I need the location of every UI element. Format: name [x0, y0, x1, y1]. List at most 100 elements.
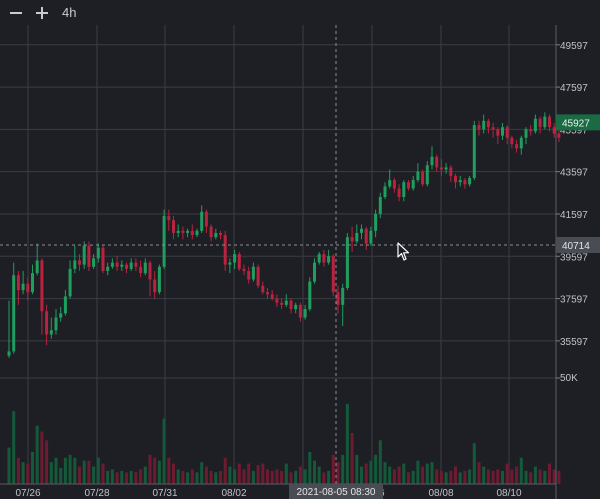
candle-body [195, 230, 199, 236]
candle-body [176, 230, 180, 233]
volume-bar [139, 469, 143, 484]
candle-body [425, 165, 429, 185]
volume-bar [383, 462, 387, 484]
volume-bar [237, 463, 241, 484]
volume-bar [106, 470, 110, 484]
volume-bar [73, 457, 77, 484]
volume-bar [463, 470, 467, 484]
candle-body [63, 296, 67, 314]
volume-bar [153, 457, 157, 484]
candle-body [463, 180, 467, 185]
volume-bar [54, 457, 58, 484]
volume-bar [110, 469, 114, 484]
last-price-label: 45927 [562, 118, 590, 129]
crosshair-price-label: 40714 [562, 241, 590, 252]
candle-body [543, 116, 547, 128]
volume-bar [444, 472, 448, 484]
candle-body [458, 180, 462, 183]
candle-body [454, 175, 457, 183]
candle-body [439, 167, 443, 170]
price-tick-label: 49597 [560, 41, 588, 52]
crosshair-price-tag [556, 237, 600, 253]
volume-bar [397, 466, 401, 484]
volume-bar [308, 451, 312, 484]
candle-body [477, 125, 481, 130]
candle-body [186, 230, 190, 233]
volume-bar [96, 457, 100, 484]
volume-bar [214, 472, 218, 484]
candle-body [134, 262, 138, 267]
volume-bar [247, 463, 251, 484]
volume-bar [101, 463, 105, 484]
candle-body [78, 260, 81, 265]
volume-bar [496, 469, 500, 484]
candle-body [204, 211, 208, 227]
volume-bar [407, 472, 410, 484]
volume-bar [548, 463, 551, 484]
volume-bar [21, 462, 25, 484]
volume-bars [7, 403, 561, 484]
candle-body [548, 116, 551, 128]
candle-body [280, 302, 284, 305]
candle-body [209, 226, 213, 238]
volume-bar [486, 469, 490, 484]
mouse-cursor-icon [397, 242, 410, 261]
volume-bar [195, 472, 199, 484]
price-tick-label: 39597 [560, 252, 588, 263]
candle-body [54, 317, 58, 331]
candle-body [317, 254, 321, 263]
candle-body [101, 247, 105, 272]
candle-body [552, 127, 556, 134]
candle-body [139, 266, 143, 274]
candle-body [270, 294, 274, 299]
volume-bar [280, 470, 284, 484]
candle-body [110, 262, 114, 267]
candle-body [242, 268, 246, 272]
volume-bar [421, 466, 425, 484]
volume-bar [439, 470, 443, 484]
volume-bar [143, 466, 147, 484]
candle-body [435, 156, 439, 168]
volume-bar [16, 457, 20, 484]
candle-body [153, 279, 157, 293]
candle-body [31, 273, 34, 293]
candle-body [388, 180, 392, 187]
chart-toolbar: 4h [0, 0, 562, 25]
candle-body [524, 129, 528, 138]
candle-body [355, 232, 359, 242]
candle-body [383, 186, 387, 197]
zoom-in-button[interactable] [32, 3, 52, 23]
candle-body [181, 230, 185, 233]
candle-body [472, 125, 476, 178]
volume-bar [298, 466, 302, 484]
candle-body [322, 254, 326, 263]
zoom-out-button[interactable] [6, 3, 26, 23]
candle-body [214, 232, 218, 238]
candle-body [92, 258, 96, 267]
candle-body [21, 283, 25, 291]
volume-bar [529, 472, 533, 484]
volume-bar [157, 460, 161, 484]
candle-body [275, 298, 279, 303]
volume-bar [416, 460, 420, 484]
volume-bar [374, 454, 378, 484]
volume-bar [162, 418, 166, 484]
volume-bar [270, 470, 274, 484]
volume-bar [501, 470, 504, 484]
candle-body [233, 254, 237, 263]
volume-bar [190, 469, 194, 484]
candle-body [345, 237, 349, 288]
candle-body [16, 275, 20, 291]
candle-body [26, 283, 30, 293]
candle-body [416, 171, 420, 181]
candle-body [341, 287, 345, 305]
volume-bar [425, 463, 429, 484]
candle-body [167, 216, 171, 221]
candle-body [266, 292, 269, 295]
volume-bar [350, 433, 354, 484]
price-tick-label: 47597 [560, 83, 588, 94]
volume-bar [491, 470, 495, 484]
timeframe-selector[interactable]: 4h [62, 5, 77, 20]
candle-body [378, 196, 382, 214]
